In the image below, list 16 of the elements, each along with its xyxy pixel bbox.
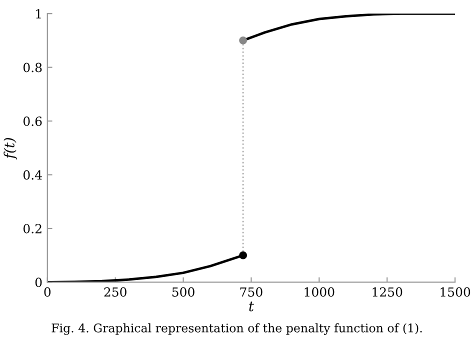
x-tick-label: 500	[172, 287, 194, 297]
caption: Fig. 4. Graphical representation of the penalty function of (1).	[52, 323, 422, 335]
y-tick-label: 0.8	[23, 62, 42, 72]
y-axis-title: f(t)	[4, 138, 18, 160]
y-tick-label: 0.6	[23, 116, 42, 126]
x-tick-label: 750	[240, 287, 262, 297]
x-tick-label: 1000	[304, 287, 334, 297]
x-tick-label: 0	[44, 287, 51, 297]
y-tick-label: 0	[35, 278, 42, 288]
y-tick-label: 0.4	[23, 170, 42, 180]
x-tick-label: 1500	[440, 287, 470, 297]
y-tick-label: 0.2	[23, 224, 42, 234]
x-tick-label: 1250	[372, 287, 402, 297]
y-tick-label: 1	[36, 9, 41, 18]
x-tick-label: 250	[104, 287, 126, 297]
x-axis-title: t	[249, 302, 254, 312]
